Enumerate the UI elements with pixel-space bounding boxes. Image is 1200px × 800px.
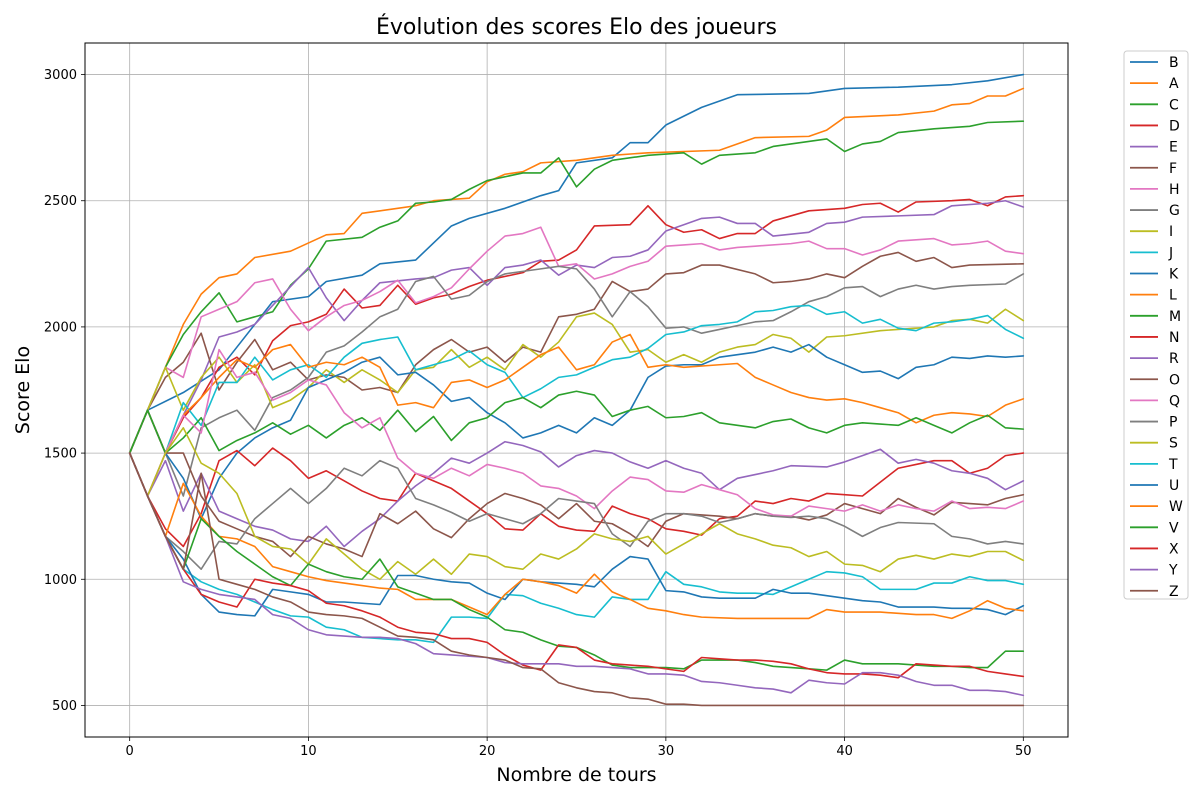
x-tick-label: 50 [1015,744,1032,759]
axis-ticks: 0 10 20 30 40 50 500 1000 1500 2000 2500 3000 [44,68,1032,759]
x-tick-label: 40 [836,744,853,759]
plot-frame [84,42,1069,738]
legend-label-K: K [1169,267,1179,283]
legend-label-M: M [1169,309,1181,325]
legend-label-H: H [1169,182,1180,198]
legend-label-R: R [1169,351,1179,367]
series-line-C [128,120,1025,454]
legend-label-S: S [1169,436,1178,452]
y-tick-label: 2000 [44,320,77,335]
series-line-T [128,452,1025,644]
y-tick-label: 2500 [44,194,77,209]
legend-label-F: F [1169,161,1177,177]
legend-label-Q: Q [1169,393,1180,409]
series-line-I [128,308,1025,454]
y-tick-label: 1500 [44,447,77,462]
legend-label-P: P [1169,415,1177,431]
x-tick-label: 0 [126,744,134,759]
series-line-W [128,452,1025,620]
legend-label-N: N [1169,330,1179,346]
series-line-E [128,199,1025,454]
series-line-F [128,251,1025,454]
legend-label-G: G [1169,203,1180,219]
series-line-P [128,452,1025,570]
legend-label-D: D [1169,118,1180,134]
series-line-M [128,390,1025,454]
series-line-U [128,452,1025,617]
series-line-X [128,452,1025,679]
x-tick-label: 20 [479,744,496,759]
series-line-Q [128,348,1025,517]
series-line-J [128,304,1025,454]
series-line-N [128,447,1025,548]
y-tick-label: 1000 [44,573,77,588]
y-axis-label: Score Elo [12,346,34,434]
legend-label-O: O [1169,372,1180,388]
legend-label-E: E [1169,140,1178,156]
legend-label-B: B [1169,55,1179,71]
chart-title: Évolution des scores Elo des joueurs [376,14,777,40]
legend-label-W: W [1169,499,1183,515]
x-axis-label: Nombre de tours [496,764,656,786]
legend-label-T: T [1168,457,1178,473]
y-tick-label: 3000 [44,68,77,83]
series-line-A [128,87,1025,454]
legend-label-J: J [1168,245,1173,261]
legend-label-X: X [1169,541,1179,557]
grid [85,43,1068,737]
legend-label-A: A [1169,76,1179,92]
series-line-O [128,452,1025,558]
series-lines [128,73,1025,707]
legend-label-I: I [1169,224,1173,240]
legend-label-Y: Y [1168,563,1178,579]
series-line-S [128,427,1025,581]
y-tick-label: 500 [52,699,77,714]
legend-label-U: U [1169,478,1179,494]
series-line-G [128,265,1025,497]
series-line-Y [128,452,1025,697]
legend-label-Z: Z [1169,584,1179,600]
series-line-Z [128,452,1025,707]
legend-label-V: V [1169,520,1179,536]
x-tick-label: 10 [300,744,317,759]
series-line-R [128,440,1025,548]
series-line-B [128,73,1025,454]
series-line-L [128,333,1025,454]
legend-label-C: C [1169,97,1179,113]
x-tick-label: 30 [658,744,675,759]
legend-label-L: L [1169,288,1177,304]
series-line-K [128,343,1025,520]
